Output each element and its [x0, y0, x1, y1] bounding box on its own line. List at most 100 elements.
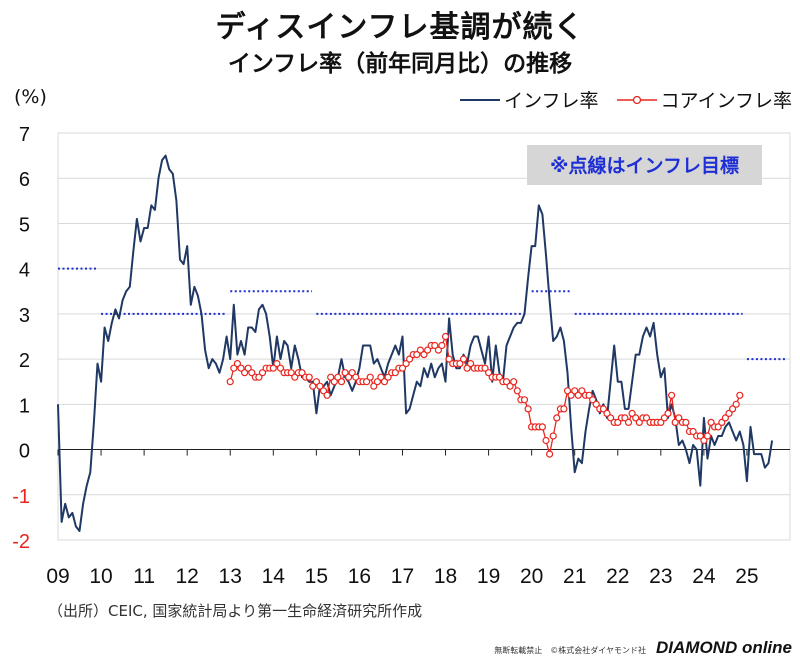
- core-data-point: [467, 360, 475, 368]
- core-data-point: [391, 369, 399, 377]
- core-data-point: [714, 423, 722, 431]
- core-data-point: [696, 432, 704, 440]
- core-data-point: [510, 378, 518, 386]
- core-data-point: [549, 432, 557, 440]
- x-tick-label: 14: [262, 565, 286, 588]
- chart-title: ディスインフレ基調が続く: [215, 10, 585, 45]
- core-data-point: [574, 391, 582, 399]
- y-tick-label: 5: [19, 214, 30, 236]
- core-data-point: [352, 373, 360, 381]
- core-data-point: [287, 369, 295, 377]
- core-data-point: [366, 373, 374, 381]
- legend-item-inflation: インフレ率: [460, 86, 599, 113]
- core-data-point: [348, 369, 356, 377]
- core-data-point: [732, 400, 740, 408]
- core-data-point: [502, 378, 511, 386]
- legend-label-core: コアインフレ率: [660, 90, 792, 112]
- core-data-point: [406, 355, 414, 363]
- core-data-point: [463, 364, 471, 372]
- core-data-point: [506, 382, 514, 390]
- core-data-point: [459, 355, 468, 363]
- core-data-point: [632, 414, 640, 422]
- legend-item-core: コアインフレ率: [616, 86, 792, 113]
- core-data-point: [337, 378, 346, 386]
- core-data-point: [642, 414, 651, 422]
- core-data-point: [309, 382, 317, 390]
- x-tick-label: 11: [133, 565, 155, 588]
- core-data-point: [413, 351, 421, 359]
- legend-label-inflation: インフレ率: [504, 90, 599, 112]
- core-data-point: [327, 373, 335, 381]
- core-data-point: [495, 373, 503, 381]
- core-data-point: [524, 405, 532, 413]
- x-tick-label: 16: [348, 565, 371, 588]
- core-data-point: [588, 396, 597, 404]
- series-line-core: [229, 335, 741, 455]
- core-data-point: [233, 360, 241, 368]
- core-data-point: [481, 364, 489, 372]
- core-data-point: [456, 360, 464, 368]
- core-data-point: [248, 369, 256, 377]
- y-axis-unit: (%): [14, 86, 47, 108]
- core-data-point: [380, 378, 389, 386]
- core-data-point: [585, 391, 593, 399]
- core-data-point: [244, 364, 252, 372]
- core-data-point: [334, 373, 342, 381]
- x-tick-label: 25: [735, 565, 758, 588]
- core-data-point: [316, 382, 324, 390]
- x-tick-label: 13: [219, 565, 242, 588]
- core-data-point: [675, 414, 683, 422]
- core-data-point: [269, 364, 277, 372]
- core-data-point: [703, 432, 712, 440]
- footer: 無断転載禁止 ©株式会社ダイヤモンド社 DIAMOND online: [494, 638, 792, 658]
- core-data-point: [667, 391, 676, 399]
- core-data-point: [728, 405, 737, 413]
- x-tick-label: 20: [520, 565, 543, 588]
- core-data-point: [736, 391, 744, 399]
- core-data-point: [538, 423, 547, 431]
- plot-frame: [57, 132, 791, 541]
- core-data-point: [237, 364, 245, 372]
- core-data-point: [718, 418, 726, 426]
- core-data-point: [635, 418, 643, 426]
- x-tick-label: 21: [563, 565, 586, 588]
- core-data-point: [377, 373, 385, 381]
- core-data-point: [241, 369, 249, 377]
- core-data-point: [445, 355, 453, 363]
- core-data-point: [563, 387, 572, 395]
- y-tick-label: -1: [12, 486, 30, 508]
- core-data-point: [276, 364, 285, 372]
- y-tick-label: 3: [19, 305, 30, 327]
- core-data-point: [671, 418, 679, 426]
- core-data-point: [682, 418, 690, 426]
- core-data-point: [226, 378, 234, 386]
- core-data-point: [520, 396, 529, 404]
- core-data-point: [553, 414, 561, 422]
- core-data-point: [606, 414, 615, 422]
- core-data-point: [513, 387, 521, 395]
- core-data-point: [291, 373, 299, 381]
- legend-marker-line-icon: [616, 95, 657, 104]
- y-tick-label: 2: [19, 350, 30, 372]
- y-tick-label: 0: [19, 441, 30, 463]
- core-data-point: [592, 400, 600, 408]
- core-data-point: [230, 364, 238, 372]
- legend: インフレ率 コアインフレ率: [442, 86, 792, 113]
- brand-logo: DIAMOND online: [656, 638, 792, 657]
- core-data-point: [441, 332, 450, 341]
- x-tick-label: 23: [649, 565, 672, 588]
- core-data-point: [402, 360, 410, 368]
- core-data-point: [707, 418, 715, 426]
- y-tick-label: 6: [19, 169, 30, 191]
- core-data-point: [273, 360, 281, 368]
- source-note: （出所）CEIC, 国家統計局より第一生命経済研究所作成: [48, 602, 423, 620]
- core-data-point: [657, 418, 665, 426]
- x-tick-label: 15: [305, 565, 328, 588]
- x-tick-label: 18: [434, 565, 457, 588]
- x-tick-label: 09: [46, 565, 69, 588]
- x-tick-label: 24: [692, 565, 716, 588]
- core-data-point: [298, 369, 306, 377]
- core-data-point: [614, 418, 622, 426]
- x-tick-label: 19: [477, 565, 500, 588]
